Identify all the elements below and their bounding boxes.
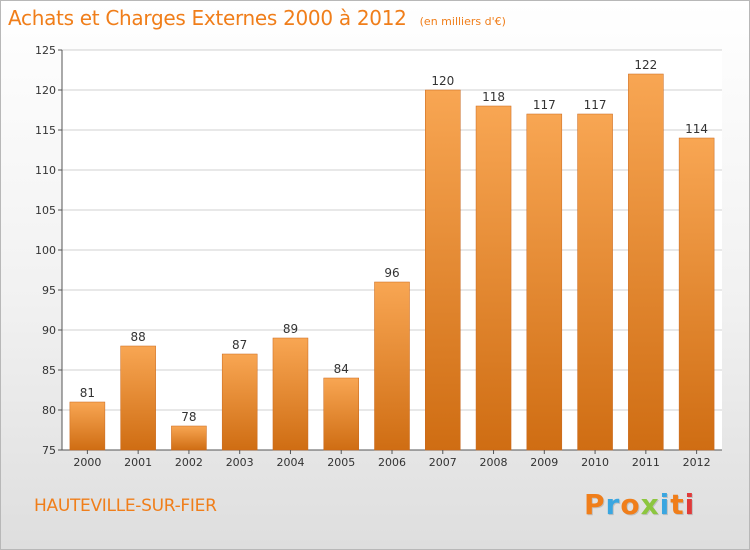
y-tick-label: 100 <box>35 244 56 257</box>
y-tick-label: 125 <box>35 44 56 57</box>
data-label: 78 <box>181 410 196 424</box>
bar <box>171 425 207 451</box>
y-tick-label: 85 <box>42 364 56 377</box>
chart-title: Achats et Charges Externes 2000 à 2012 <box>8 6 407 30</box>
data-label: 96 <box>384 266 399 280</box>
y-tick-label: 75 <box>42 444 56 457</box>
x-tick-label: 2008 <box>480 456 508 469</box>
x-tick-label: 2005 <box>327 456 355 469</box>
y-tick-label: 120 <box>35 84 56 97</box>
data-label: 88 <box>131 330 146 344</box>
data-label: 114 <box>685 122 708 136</box>
y-tick-label: 115 <box>35 124 56 137</box>
x-tick-label: 2007 <box>429 456 457 469</box>
x-tick-label: 2001 <box>124 456 152 469</box>
logo-letter: x <box>640 488 660 521</box>
bar <box>323 377 359 451</box>
bar <box>69 401 106 451</box>
data-label: 87 <box>232 338 247 352</box>
x-tick-label: 2004 <box>276 456 304 469</box>
x-tick-label: 2002 <box>175 456 203 469</box>
title-block: Achats et Charges Externes 2000 à 2012 (… <box>8 6 506 30</box>
chart-subtitle: (en milliers d'€) <box>419 15 506 28</box>
bar <box>526 113 563 451</box>
proxiti-logo: Proxiti <box>584 488 695 521</box>
data-label: 84 <box>334 362 349 376</box>
logo-letter: o <box>620 488 641 521</box>
data-label: 120 <box>431 74 454 88</box>
y-tick-label: 90 <box>42 324 56 337</box>
bar <box>374 281 410 451</box>
x-tick-label: 2006 <box>378 456 406 469</box>
data-label: 81 <box>80 386 95 400</box>
bar <box>628 73 664 451</box>
data-label: 117 <box>533 98 556 112</box>
bar <box>475 105 512 451</box>
x-tick-label: 2012 <box>683 456 711 469</box>
y-tick-label: 80 <box>42 404 56 417</box>
x-tick-label: 2009 <box>530 456 558 469</box>
y-tick-label: 110 <box>35 164 56 177</box>
data-label: 118 <box>482 90 505 104</box>
x-tick-label: 2010 <box>581 456 609 469</box>
bar <box>120 345 156 451</box>
x-tick-label: 2011 <box>632 456 660 469</box>
logo-letter: r <box>605 488 621 521</box>
bar <box>425 89 461 451</box>
x-tick-label: 2003 <box>226 456 254 469</box>
logo-letter: t <box>670 488 685 521</box>
logo-letter: P <box>584 488 606 521</box>
commune-name: HAUTEVILLE-SUR-FIER <box>34 496 217 516</box>
data-label: 89 <box>283 322 298 336</box>
bar <box>272 337 309 451</box>
bar <box>678 137 715 451</box>
logo-letter: i <box>684 488 696 521</box>
data-label: 122 <box>634 58 657 72</box>
x-tick-label: 2000 <box>73 456 101 469</box>
bar <box>577 113 613 451</box>
logo-letter: i <box>659 488 671 521</box>
y-tick-label: 95 <box>42 284 56 297</box>
bar <box>221 353 258 451</box>
data-label: 117 <box>584 98 607 112</box>
y-tick-label: 105 <box>35 204 56 217</box>
